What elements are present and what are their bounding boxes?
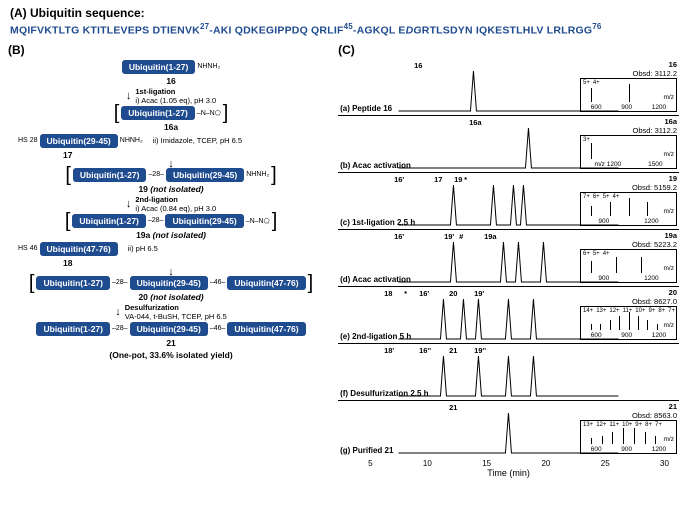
- not-isolated: (not isolated): [150, 292, 203, 302]
- chromatogram-trace-b: 16aObsd: 3112.2Calcd: 3112.73+m/z 120015…: [338, 116, 679, 173]
- nhnh2-label: NHNH₂: [246, 171, 269, 178]
- ubi-box-29-45: Ubiquitin(29-45): [165, 214, 243, 228]
- chromatogram-trace-a: 16Obsd: 3112.2Calcd: 3112.75+4+600900120…: [338, 59, 679, 116]
- panel-b: (B) Ubiquitin(1-27) NHNH₂ 16 ↓ 1st-ligat…: [0, 43, 338, 478]
- left-bracket-icon: [: [65, 168, 71, 182]
- ubi-box-29-45: Ubiquitin(29-45): [130, 322, 208, 336]
- left-bracket-icon: [: [65, 214, 71, 228]
- linker-icon: –28–: [148, 217, 164, 224]
- compound-19a: 19a: [136, 230, 150, 240]
- seq-italic: DG: [406, 25, 422, 37]
- right-bracket-icon: ]: [271, 168, 277, 182]
- seq-sup: 45: [344, 22, 353, 31]
- seq-part: MQIFVKTLTG KTITLEVEPS DTIENVK: [10, 25, 200, 37]
- x-tick: 20: [541, 459, 550, 468]
- right-bracket-icon: ]: [223, 106, 229, 120]
- x-tick: 10: [423, 459, 432, 468]
- x-axis-label: Time (min): [338, 468, 679, 478]
- down-arrow-icon: ↓: [168, 269, 174, 275]
- pyrazole-icon: –N–N⬠: [246, 217, 270, 225]
- down-arrow-icon: ↓: [126, 201, 132, 207]
- linker-icon: –46–: [210, 279, 226, 286]
- x-axis-ticks: 5 10 15 20 25 30: [338, 459, 679, 468]
- linker-icon: –28–: [148, 171, 164, 178]
- chromatogram-trace-f: (f) Desulfurization 2.5 h18'16''2119'': [338, 344, 679, 401]
- chromatogram-svg: [338, 401, 679, 457]
- seq-part: RTLSDYN IQKESTLHLV LRLRGG: [422, 25, 592, 37]
- ubi-box-47-76: Ubiquitin(47-76): [227, 276, 305, 290]
- hs-label: HS: [18, 137, 28, 144]
- seq-part: -AKI QDKEGIPPDQ QRLIF: [209, 25, 343, 37]
- compound-16a: 16a: [164, 122, 178, 132]
- panel-c: (C) 16Obsd: 3112.2Calcd: 3112.75+4+60090…: [338, 43, 685, 478]
- x-tick: 5: [368, 459, 372, 468]
- step-ii-imidazole: ii) Imidazole, TCEP, pH 6.5: [153, 136, 242, 145]
- panel-a-title: (A) Ubiquitin sequence:: [0, 0, 685, 22]
- ubi-box-1-27: Ubiquitin(1-27): [36, 276, 110, 290]
- x-tick: 15: [482, 459, 491, 468]
- step-1st-ligation: 1st-ligationi) Acac (1.05 eq), pH 3.0: [135, 87, 216, 105]
- left-bracket-icon: [: [29, 276, 35, 290]
- ubi-box-1-27: Ubiquitin(1-27): [72, 214, 146, 228]
- down-arrow-icon: ↓: [115, 309, 121, 315]
- ubi-box-1-27: Ubiquitin(1-27): [122, 60, 196, 74]
- ubi-box-1-27: Ubiquitin(1-27): [121, 106, 195, 120]
- ubi-box-1-27: Ubiquitin(1-27): [73, 168, 147, 182]
- ubi-box-29-45: Ubiquitin(29-45): [166, 168, 244, 182]
- nhnh2-label: NHNH₂: [197, 63, 220, 70]
- chromatogram-trace-c: 19Obsd: 5159.2Calcd: 5158.87+6+5+4+90012…: [338, 173, 679, 230]
- x-tick: 25: [601, 459, 610, 468]
- compound-20: 20: [138, 292, 147, 302]
- ubi-box-47-76: Ubiquitin(47-76): [227, 322, 305, 336]
- chromatogram-svg: [338, 287, 679, 343]
- right-bracket-icon: ]: [308, 276, 314, 290]
- cys46-label: 46: [30, 245, 38, 252]
- step-2nd-ligation: 2nd-ligationi) Acac (0.84 eq), pH 3.0: [135, 195, 216, 213]
- chromatogram-svg: [338, 173, 679, 229]
- seq-part: -AGKQL E: [353, 25, 406, 37]
- x-tick: 30: [660, 459, 669, 468]
- chromatogram-trace-g: 21Obsd: 8563.0Calcd: 8562.613+12+11+10+9…: [338, 401, 679, 457]
- ubiquitin-sequence: MQIFVKTLTG KTITLEVEPS DTIENVK27-AKI QDKE…: [0, 22, 685, 43]
- linker-icon: –28–: [112, 325, 128, 332]
- compound-17: 17: [63, 150, 72, 160]
- seq-sup: 76: [592, 22, 601, 31]
- chromatogram-trace-e: 20Obsd: 8627.0Calcd: 8627.614+13+12+11+1…: [338, 287, 679, 344]
- chromatogram-svg: [338, 59, 679, 115]
- chromatogram-svg: [338, 230, 679, 286]
- chromatogram-svg: [338, 344, 679, 400]
- step-ii-ph65: ii) pH 6.5: [128, 244, 158, 253]
- yield-label: (One-pot, 33.6% isolated yield): [109, 350, 232, 360]
- seq-sup: 27: [200, 22, 209, 31]
- down-arrow-icon: ↓: [168, 161, 174, 167]
- compound-19: 19: [138, 184, 147, 194]
- not-isolated: (not isolated): [150, 184, 203, 194]
- ubi-box-47-76: Ubiquitin(47-76): [40, 242, 118, 256]
- compound-18: 18: [63, 258, 72, 268]
- step-desulfurization: DesulfurizationVA-044, t-BuSH, TCEP, pH …: [125, 303, 227, 321]
- linker-icon: –28–: [112, 279, 128, 286]
- chromatogram-trace-d: 19aObsd: 5223.2Calcd: 5222.86+5+4+900120…: [338, 230, 679, 287]
- down-arrow-icon: ↓: [126, 93, 132, 99]
- hs-label: HS: [18, 245, 28, 252]
- not-isolated: (not isolated): [153, 230, 206, 240]
- cys28-label: 28: [30, 137, 38, 144]
- panel-b-label: (B): [8, 43, 334, 57]
- left-bracket-icon: [: [114, 106, 120, 120]
- ubi-box-29-45: Ubiquitin(29-45): [130, 276, 208, 290]
- ubi-box-1-27: Ubiquitin(1-27): [36, 322, 110, 336]
- panel-c-label: (C): [338, 43, 679, 57]
- nhnh2-label: NHNH₂: [120, 137, 143, 144]
- ubi-box-29-45: Ubiquitin(29-45): [40, 134, 118, 148]
- chromatogram-svg: [338, 116, 679, 172]
- linker-icon: –46–: [210, 325, 226, 332]
- compound-21: 21: [166, 338, 175, 348]
- right-bracket-icon: ]: [272, 214, 278, 228]
- compound-16: 16: [166, 76, 175, 86]
- pyrazole-icon: –N–N⬠: [197, 109, 221, 117]
